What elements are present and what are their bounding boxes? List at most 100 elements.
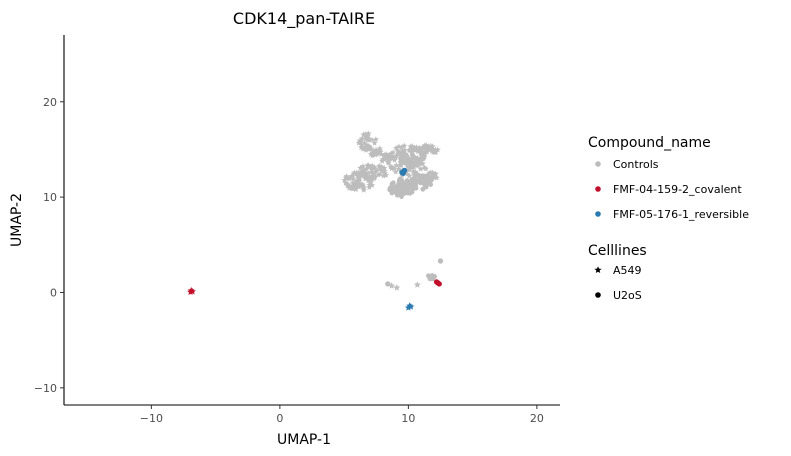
x-tick-label: 20 <box>530 412 544 425</box>
data-point <box>375 171 382 178</box>
data-point <box>413 177 418 182</box>
data-point <box>431 173 438 180</box>
legend-shape-label: U2oS <box>613 289 642 302</box>
data-point <box>412 147 418 153</box>
data-point <box>422 141 430 148</box>
data-point <box>369 170 376 177</box>
data-point <box>351 183 359 190</box>
data-point <box>419 160 426 167</box>
data-point <box>360 186 367 193</box>
data-point <box>418 156 424 162</box>
data-point <box>437 258 444 264</box>
y-tick-label: −10 <box>34 382 57 395</box>
points-layer <box>187 130 444 311</box>
data-point <box>418 180 423 186</box>
data-point <box>428 182 434 187</box>
data-point <box>364 162 371 169</box>
data-point <box>382 155 389 162</box>
data-point <box>406 166 413 173</box>
data-point <box>402 159 407 164</box>
y-tick-label: 10 <box>43 191 57 204</box>
data-point <box>361 145 369 152</box>
data-point <box>381 165 388 171</box>
data-point <box>385 156 392 162</box>
data-point <box>413 281 421 288</box>
legend-color-label: FMF-05-176-1_reversible <box>613 208 749 221</box>
data-point <box>396 178 402 183</box>
data-point <box>396 189 402 195</box>
legend-shape-entries: A549 U2oS <box>594 264 642 302</box>
data-point <box>187 288 195 295</box>
data-point <box>402 184 408 190</box>
data-point <box>413 182 419 188</box>
data-point <box>366 181 373 188</box>
data-point <box>399 194 404 199</box>
data-point <box>419 151 424 156</box>
data-point <box>417 165 424 172</box>
x-tick-label: −10 <box>140 412 163 425</box>
data-point <box>355 169 362 176</box>
legend-shape-swatch <box>595 292 601 298</box>
chart-title: CDK14_pan-TAIRE <box>233 9 375 29</box>
data-point <box>425 143 432 150</box>
data-point <box>385 159 392 166</box>
data-point <box>409 177 415 183</box>
legend-color-swatch <box>595 161 601 167</box>
data-point <box>415 162 422 169</box>
legend-color-entries: Controls FMF-04-159-2_covalent FMF-05-176-… <box>595 158 749 221</box>
data-point <box>388 150 395 157</box>
data-point <box>388 165 395 172</box>
data-point <box>367 151 375 157</box>
data-point <box>372 169 379 176</box>
data-point <box>343 175 350 182</box>
data-point <box>372 136 379 143</box>
data-point <box>404 190 410 196</box>
y-tick-label: 0 <box>50 286 57 299</box>
data-point <box>403 152 409 158</box>
data-point <box>393 284 401 291</box>
data-point <box>381 168 388 174</box>
data-point <box>357 139 365 146</box>
x-axis-title: UMAP-1 <box>277 432 331 448</box>
data-point <box>347 174 355 181</box>
data-point <box>389 181 395 187</box>
data-point <box>350 170 358 177</box>
data-point <box>350 175 357 182</box>
data-point <box>392 168 399 175</box>
data-point <box>366 184 373 190</box>
data-point <box>356 176 363 183</box>
data-point <box>410 163 418 170</box>
data-point <box>371 139 378 146</box>
data-point <box>376 162 383 169</box>
data-point <box>380 172 387 179</box>
data-point <box>362 175 369 182</box>
data-point <box>359 172 366 179</box>
legend-title-celllines: Celllines <box>588 243 647 259</box>
data-point <box>429 143 436 150</box>
legend-color-label: FMF-04-159-2_covalent <box>613 183 742 196</box>
legend-shape-label: A549 <box>613 264 642 277</box>
data-point <box>404 304 412 311</box>
data-point <box>404 170 411 177</box>
data-point <box>407 303 415 310</box>
data-point <box>363 134 370 141</box>
y-axis-ticks: −10 0 10 20 <box>34 96 64 395</box>
x-axis-ticks: −10 0 10 20 <box>140 405 544 425</box>
data-point <box>365 169 372 176</box>
data-point <box>393 162 400 168</box>
x-tick-label: 0 <box>276 412 283 425</box>
data-point <box>344 182 351 189</box>
data-point <box>368 136 376 143</box>
data-point <box>432 274 437 280</box>
data-point <box>348 185 355 192</box>
data-point <box>350 179 357 186</box>
data-point <box>410 153 416 159</box>
data-point <box>393 184 399 190</box>
data-point <box>417 176 423 182</box>
legend-title-compound: Compound_name <box>588 135 711 151</box>
data-point <box>389 188 395 194</box>
x-tick-label: 10 <box>401 412 415 425</box>
data-point <box>398 161 405 168</box>
legend-color-swatch <box>595 186 601 192</box>
